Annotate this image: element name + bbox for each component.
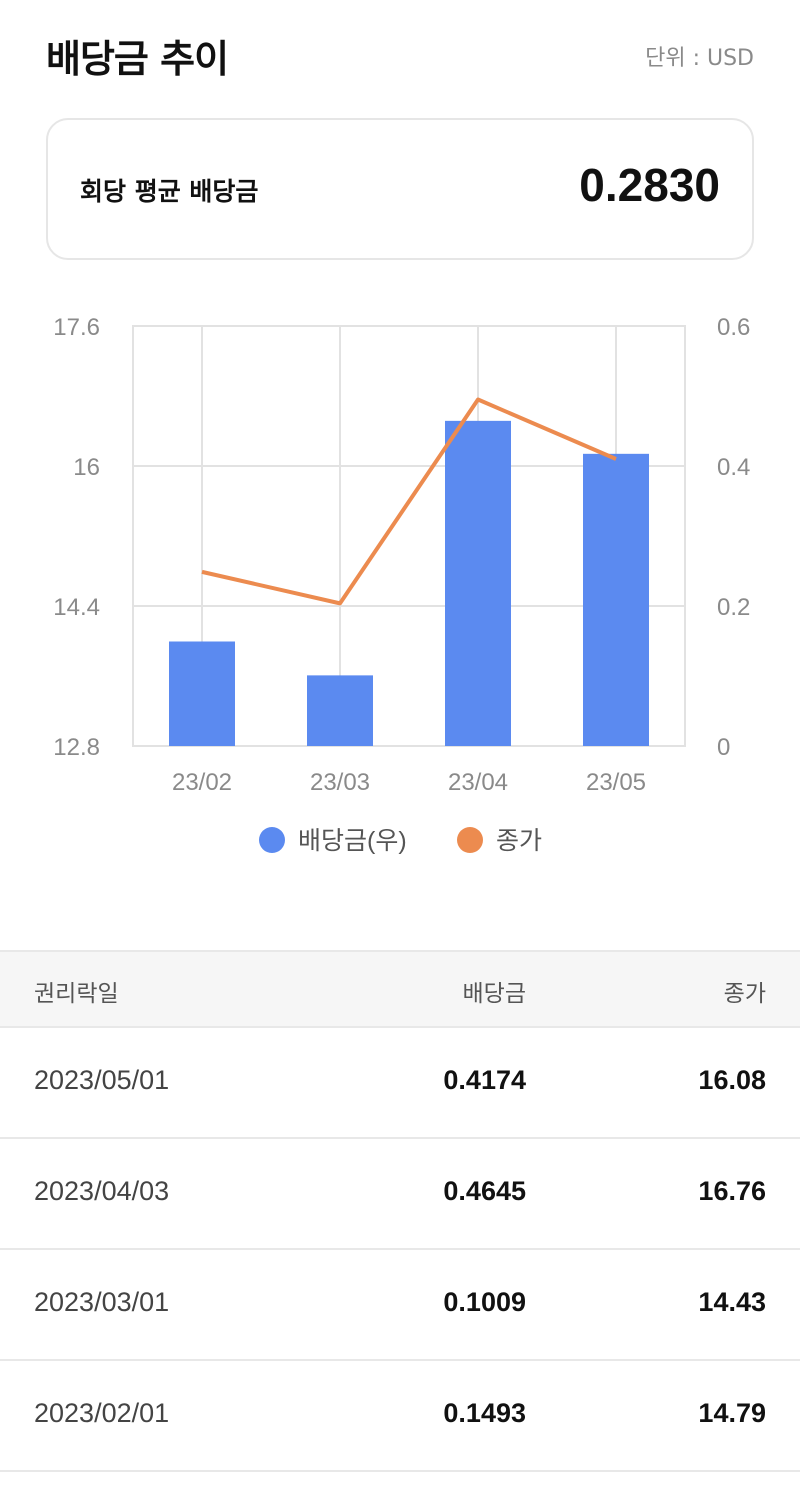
row-date: 2023/02/01 [34,1398,170,1428]
average-dividend-card: 회당 평균 배당금 0.2830 [46,118,754,260]
dividend-trend-chart: 17.6 16 14.4 12.8 0.6 0.4 0.2 0 23/02 23/03 23/04 2… [53,314,750,855]
x-axis-tick-label: 23/02 [172,769,232,796]
row-date: 2023/04/03 [34,1176,170,1206]
dividend-bar [445,420,511,746]
left-axis-tick-label: 14.4 [53,594,100,621]
x-axis-tick-label: 23/05 [586,769,646,796]
x-axis-tick-label: 23/03 [310,769,370,796]
row-close: 14.79 [698,1398,766,1428]
row-dividend: 0.4174 [443,1065,526,1095]
dividend-table: 권리락일 배당금 종가 2023/05/01 0.4174 16.08 2023… [0,950,800,1472]
row-close: 14.43 [698,1287,766,1317]
legend-close-label: 종가 [496,827,542,855]
row-close: 16.08 [698,1065,766,1095]
average-dividend-value: 0.2830 [579,159,720,211]
header-dividend: 배당금 [462,981,526,1007]
right-axis-tick-label: 0.2 [717,594,750,621]
header-close: 종가 [723,981,766,1007]
dividend-bar [169,641,235,746]
row-date: 2023/05/01 [34,1065,170,1095]
header-ex-date: 권리락일 [34,981,119,1007]
average-dividend-label: 회당 평균 배당금 [80,177,259,206]
table-row: 2023/05/01 0.4174 16.08 [0,1028,800,1139]
right-axis-tick-label: 0 [717,734,730,761]
table-row: 2023/04/03 0.4645 16.76 [0,1139,800,1250]
right-axis-tick-label: 0.4 [717,454,750,481]
left-axis-tick-label: 12.8 [53,734,100,761]
table-row: 2023/02/01 0.1493 14.79 [0,1361,800,1472]
legend-dividend-label: 배당금(우) [298,827,407,855]
x-axis-tick-label: 23/04 [448,769,508,796]
left-axis-tick-label: 17.6 [53,314,100,341]
plot-frame [132,325,686,747]
unit-label: 단위 : USD [645,46,754,71]
row-date: 2023/03/01 [34,1287,170,1317]
table-header: 권리락일 배당금 종가 [0,950,800,1028]
legend-dividend-marker [259,827,285,853]
left-axis-tick-label: 16 [73,454,100,481]
row-close: 16.76 [698,1176,766,1206]
legend-close-marker [457,827,483,853]
dividend-bar [307,675,373,746]
row-dividend: 0.4645 [443,1176,526,1206]
close-price-line [201,397,617,606]
row-dividend: 0.1493 [443,1398,526,1428]
dividend-bar [583,453,649,746]
table-row: 2023/03/01 0.1009 14.43 [0,1250,800,1361]
row-dividend: 0.1009 [443,1287,526,1317]
page-title: 배당금 추이 [46,37,229,81]
right-axis-tick-label: 0.6 [717,314,750,341]
